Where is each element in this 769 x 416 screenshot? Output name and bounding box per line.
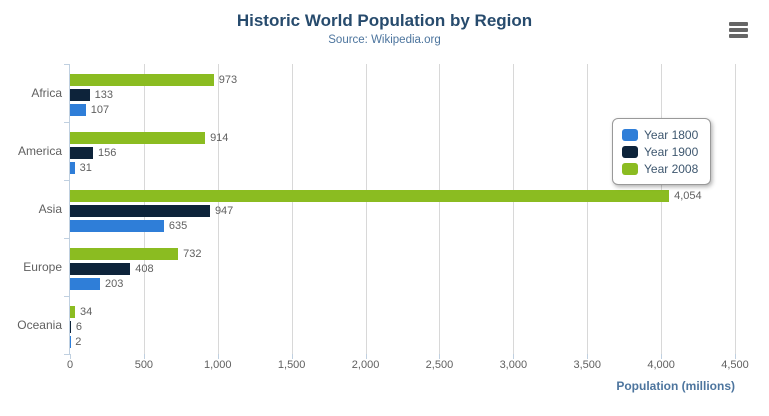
x-axis-tick [661,354,663,359]
gridline [587,64,589,354]
x-axis-tick-label: 4,000 [647,359,675,371]
bar-value-label: 973 [218,74,238,86]
chart-title: Historic World Population by Region [236,11,533,30]
x-axis-tick [587,354,589,359]
legend-item-year-1900[interactable]: Year 1900 [622,143,698,160]
legend: Year 1800 Year 1900 Year 2008 [612,118,712,185]
bar-asia-year-1900[interactable] [70,205,210,217]
hamburger-menu-icon[interactable] [729,22,748,38]
x-axis-tick [291,354,293,359]
bar-europe-year-1900[interactable] [70,263,131,275]
x-axis-tick-label: 3,000 [499,359,528,371]
plot-area: 973 133 107 914 156 31 4,054 947 635 732 408 203 34 6… [64,64,736,359]
chart-subtitle: Source: Wikipedia.org [328,34,441,46]
x-axis-tick [217,354,219,359]
xaxis-title: Population (millions) [616,379,735,393]
bar-africa-year-2008[interactable] [70,74,214,86]
bar-value-label: 107 [90,104,110,116]
x-axis-tick [70,354,71,359]
bar-america-year-2008[interactable] [70,132,206,144]
y-axis-tick [64,64,70,65]
legend-item-year-2008[interactable]: Year 2008 [622,160,698,177]
y-axis-tick [64,122,70,123]
legend-swatch-icon [622,128,638,141]
bar-value-label: 6 [75,321,82,333]
bar-value-label: 34 [80,306,93,318]
bar-europe-year-1800[interactable] [70,278,100,290]
y-axis-tick [64,238,70,239]
bar-value-label: 31 [79,162,92,174]
gridline [291,64,293,354]
category-label: Africa [31,86,62,100]
bar-value-label: 408 [135,263,154,275]
category-label: America [17,144,62,158]
hamburger-bar [729,22,748,26]
gridline [735,64,736,354]
legend-label: Year 1900 [644,144,699,159]
x-axis-tick [735,354,736,359]
x-axis-tick-label: 3,500 [573,359,601,371]
legend-label: Year 2008 [644,161,699,176]
bar-oceania-year-2008[interactable] [70,306,76,318]
x-axis-tick-label: 2,500 [425,359,454,371]
bar-oceania-year-1800[interactable] [70,336,71,348]
bar-value-label: 4,054 [674,190,702,202]
category-label: Europe [23,260,62,274]
x-axis-tick [439,354,441,359]
x-axis-tick-label: 0 [66,359,74,371]
bar-value-label: 947 [214,205,234,217]
x-axis-tick-label: 4,500 [721,359,749,371]
gridline [365,64,367,354]
legend-item-year-1800[interactable]: Year 1800 [622,126,698,143]
gridline [217,64,219,354]
x-axis-tick-label: 1,500 [277,359,306,371]
bar-value-label: 203 [104,278,124,290]
legend-label: Year 1800 [644,127,699,142]
category-label: Oceania [17,318,62,332]
bar-america-year-1900[interactable] [70,147,94,159]
gridline [439,64,441,354]
bar-africa-year-1900[interactable] [70,89,90,101]
x-axis-tick-label: 1,000 [204,359,232,371]
bar-value-label: 2 [75,336,82,348]
y-axis-tick [64,296,70,297]
x-axis-tick [143,354,145,359]
x-axis-tick-label: 2,000 [351,359,380,371]
x-axis-tick [365,354,367,359]
bar-oceania-year-1900[interactable] [70,321,71,333]
hamburger-bar [729,34,748,38]
y-axis-tick [64,354,70,355]
gridline [513,64,515,354]
x-axis-tick-label: 500 [134,359,154,371]
bar-value-label: 635 [168,220,188,232]
y-axis-tick [64,180,70,181]
hamburger-bar [729,28,748,32]
legend-swatch-icon [622,145,638,158]
bar-america-year-1800[interactable] [70,162,75,174]
bar-value-label: 133 [94,89,113,101]
legend-swatch-icon [622,162,638,175]
bar-asia-year-2008[interactable] [70,190,670,202]
bar-value-label: 732 [183,248,202,260]
gridline [661,64,663,354]
x-axis-tick [513,354,515,359]
bar-europe-year-2008[interactable] [70,248,179,260]
bar-africa-year-1800[interactable] [70,104,86,116]
bar-value-label: 914 [210,132,229,144]
bar-asia-year-1800[interactable] [70,220,164,232]
category-axis-line [69,64,70,354]
bar-value-label: 156 [98,147,117,159]
category-label: Asia [38,202,62,216]
